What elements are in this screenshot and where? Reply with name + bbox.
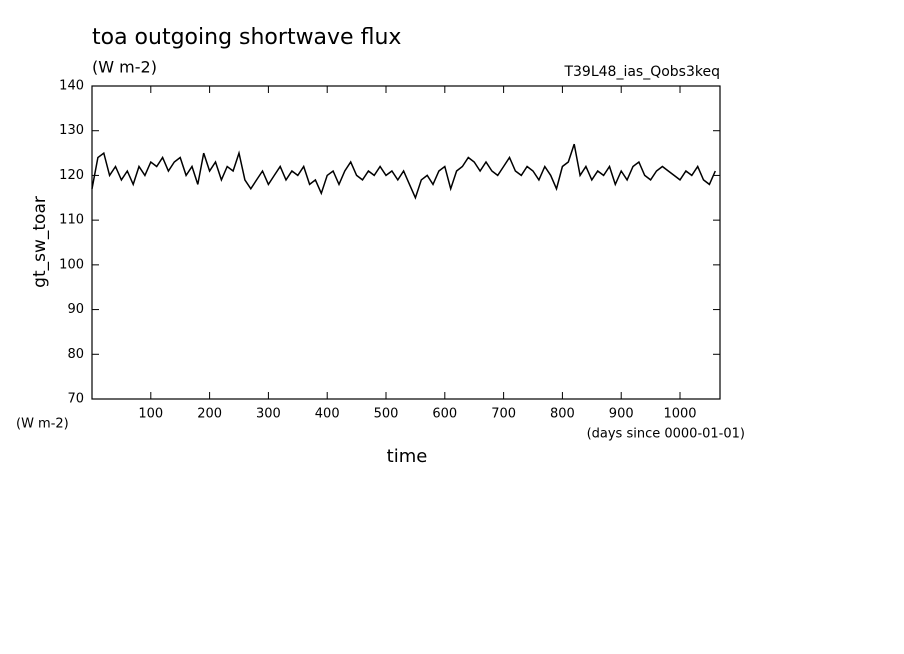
- x-tick-label: 1000: [663, 407, 696, 422]
- y-axis-label: gt_sw_toar: [30, 196, 50, 288]
- x-tick-label: 600: [432, 407, 457, 422]
- x-axis-label: time: [387, 446, 428, 467]
- plot-frame: [91, 85, 721, 400]
- y-tick-label: 120: [59, 168, 84, 183]
- y-tick-label: 140: [59, 79, 84, 94]
- x-tick-label: 300: [256, 407, 281, 422]
- x-tick-label: 200: [197, 407, 222, 422]
- x-tick-label: 700: [491, 407, 516, 422]
- run-label: T39L48_ias_Qobs3keq: [563, 64, 720, 80]
- y-tick-label: 110: [59, 213, 84, 228]
- x-tick-label: 400: [315, 407, 340, 422]
- x-tick-label: 800: [550, 407, 575, 422]
- data-line: [91, 143, 716, 200]
- x-axis-units: (days since 0000-01-01): [587, 427, 745, 442]
- x-tick-label: 500: [374, 407, 399, 422]
- x-tick-label: 100: [138, 407, 163, 422]
- chart-title: toa outgoing shortwave flux: [92, 25, 401, 50]
- y-tick-label: 130: [59, 123, 84, 138]
- y-tick-label: 80: [67, 347, 84, 362]
- y-tick-label: 70: [67, 392, 84, 407]
- y-tick-label: 100: [59, 257, 84, 272]
- x-tick-label: 900: [609, 407, 634, 422]
- y-axis-units: (W m-2): [16, 417, 69, 432]
- y-tick-label: 90: [67, 302, 84, 317]
- chart-subtitle: (W m-2): [92, 58, 157, 77]
